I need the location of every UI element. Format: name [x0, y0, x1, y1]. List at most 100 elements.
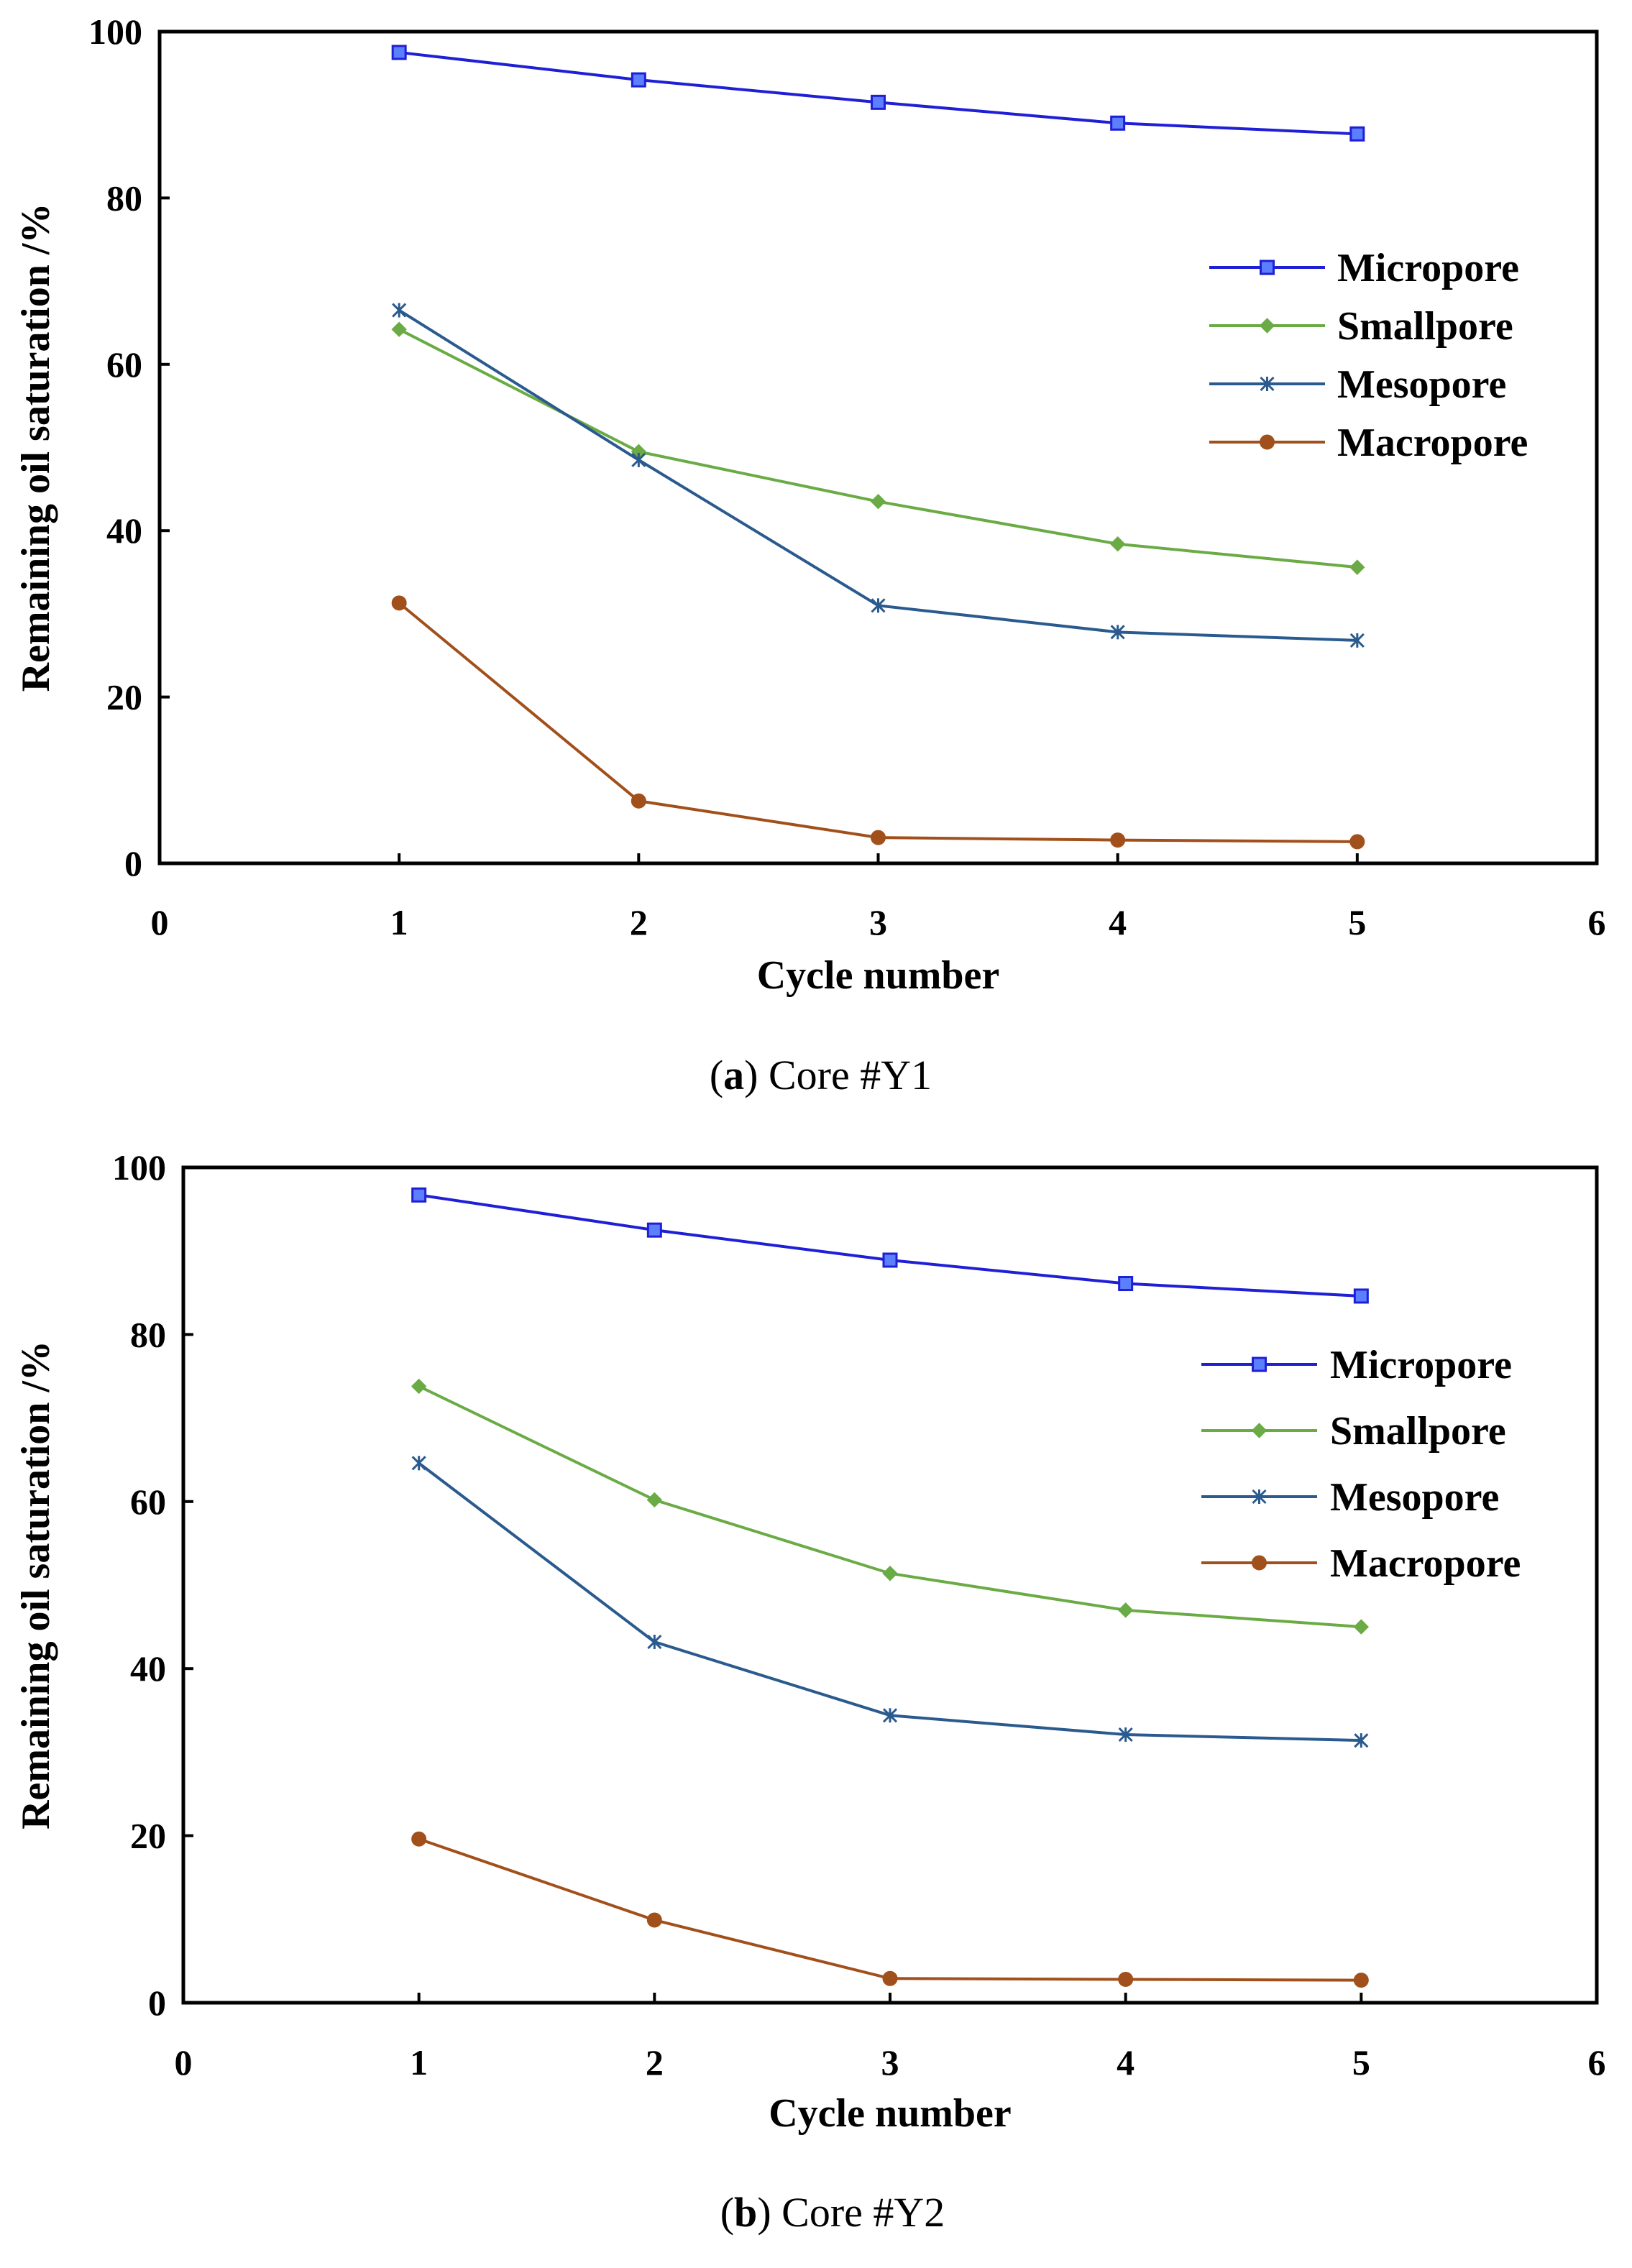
legend-label: Micropore — [1337, 246, 1519, 290]
y-tick-label: 60 — [106, 344, 142, 385]
legend-label: Smallpore — [1330, 1409, 1506, 1454]
legend-label: Mesopore — [1337, 362, 1506, 407]
legend-marker — [1260, 260, 1275, 275]
series-line-macropore — [398, 602, 1357, 843]
x-tick-label: 5 — [1348, 902, 1366, 942]
y-axis-title: Remaining oil saturation /% — [14, 203, 58, 692]
x-tick-label: 0 — [151, 902, 169, 942]
series-line-smallpore — [418, 1385, 1362, 1629]
data-point-micropore — [646, 1222, 662, 1238]
legend-item-micropore: Micropore — [1209, 246, 1519, 290]
x-axis-title: Cycle number — [757, 953, 1000, 998]
x-tick-label: 4 — [1109, 902, 1127, 942]
x-tick-label: 1 — [390, 902, 408, 942]
legend-item-micropore: Micropore — [1201, 1343, 1512, 1387]
x-tick-label: 4 — [1117, 2042, 1134, 2083]
y-tick-label: 0 — [124, 843, 142, 883]
series-smallpore — [391, 321, 1365, 575]
data-point-smallpore — [870, 493, 886, 510]
legend-item-mesopore: Mesopore — [1209, 362, 1506, 407]
series-line-micropore — [418, 1193, 1362, 1298]
x-tick-label: 3 — [881, 2042, 899, 2083]
data-point-smallpore — [1353, 1619, 1370, 1635]
x-tick-label: 2 — [630, 902, 648, 942]
y-tick-label: 40 — [106, 510, 142, 551]
legend-label: Macropore — [1337, 421, 1528, 465]
data-point-mesopore — [1349, 633, 1365, 648]
legend: Micropore Smallpore Mesopore Macropore — [1201, 1343, 1521, 1586]
chart-caption: (a) Core #Y1 — [710, 1052, 932, 1098]
caption-open-paren: ( — [710, 1052, 723, 1098]
data-point-macropore — [646, 1912, 662, 1928]
caption-letter: a — [723, 1052, 744, 1098]
data-point-mesopore — [882, 1708, 898, 1723]
data-point-mesopore — [1118, 1727, 1133, 1743]
data-point-mesopore — [1354, 1733, 1369, 1748]
series-mesopore — [392, 303, 1365, 648]
data-point-smallpore — [646, 1492, 663, 1508]
legend-marker — [1252, 1489, 1267, 1505]
data-point-mesopore — [392, 303, 407, 318]
x-tick-label: 3 — [869, 902, 887, 942]
legend-marker — [1252, 1555, 1267, 1571]
legend-marker — [1251, 1423, 1267, 1438]
data-point-macropore — [882, 1970, 898, 1986]
chart-core-y2: 0 20 40 60 80 100 0 1 2 3 4 5 6 Cycle number Remaining… — [14, 1147, 1606, 2236]
series-smallpore — [411, 1378, 1370, 1635]
data-point-smallpore — [1117, 1602, 1134, 1618]
legend-item-mesopore: Mesopore — [1201, 1475, 1499, 1520]
x-tick-label: 6 — [1588, 902, 1606, 942]
data-point-micropore — [391, 45, 407, 60]
caption-letter: b — [734, 2189, 757, 2236]
legend-label: Macropore — [1330, 1541, 1521, 1586]
data-point-micropore — [871, 94, 886, 110]
data-point-micropore — [1349, 126, 1365, 142]
data-point-micropore — [631, 72, 646, 88]
y-tick-label: 40 — [130, 1648, 166, 1689]
y-tick-label: 0 — [148, 1983, 166, 2023]
legend: Micropore Smallpore Mesopore Macropore — [1209, 246, 1528, 465]
data-point-smallpore — [391, 321, 407, 337]
data-point-micropore — [882, 1252, 898, 1268]
chart-caption: (b) Core #Y2 — [720, 2189, 945, 2236]
legend-marker — [1259, 318, 1275, 334]
y-tick-label: 60 — [130, 1482, 166, 1522]
data-point-macropore — [1110, 832, 1126, 848]
series-line-mesopore — [398, 308, 1357, 642]
caption-open-paren: ( — [720, 2189, 734, 2236]
y-tick-label: 20 — [106, 677, 142, 717]
x-tick-label: 2 — [646, 2042, 664, 2083]
legend-marker — [1260, 434, 1275, 450]
data-point-smallpore — [882, 1566, 898, 1581]
y-tick-label: 100 — [88, 12, 142, 52]
data-point-smallpore — [1109, 536, 1126, 552]
chart-core-y1: 0 20 40 60 80 100 0 1 2 3 4 5 6 Cycle number Remaining… — [14, 12, 1606, 1098]
data-point-smallpore — [1349, 559, 1365, 575]
data-point-mesopore — [871, 598, 886, 613]
data-point-mesopore — [411, 1456, 426, 1471]
series-line-smallpore — [398, 328, 1358, 569]
legend-item-macropore: Macropore — [1201, 1541, 1521, 1586]
x-tick-label: 5 — [1352, 2042, 1370, 2083]
x-tick-label: 0 — [175, 2042, 193, 2083]
series-line-micropore — [398, 50, 1357, 136]
legend-item-smallpore: Smallpore — [1201, 1409, 1506, 1454]
data-point-mesopore — [647, 1634, 662, 1650]
data-point-macropore — [411, 1831, 427, 1847]
series-micropore — [411, 1187, 1369, 1304]
legend-item-smallpore: Smallpore — [1209, 304, 1513, 349]
legend-label: Mesopore — [1330, 1475, 1499, 1520]
legend-marker — [1252, 1356, 1267, 1372]
y-tick-label: 100 — [112, 1147, 166, 1188]
data-point-micropore — [1353, 1288, 1369, 1304]
data-point-mesopore — [631, 452, 646, 467]
y-axis-title: Remaining oil saturation /% — [14, 1341, 58, 1829]
data-point-micropore — [411, 1187, 427, 1203]
y-tick-label: 20 — [130, 1816, 166, 1856]
data-point-micropore — [1110, 115, 1126, 131]
data-point-macropore — [1118, 1971, 1134, 1987]
x-tick-label: 1 — [410, 2042, 428, 2083]
data-point-macropore — [1349, 834, 1365, 850]
caption-text: Core #Y1 — [758, 1052, 932, 1098]
